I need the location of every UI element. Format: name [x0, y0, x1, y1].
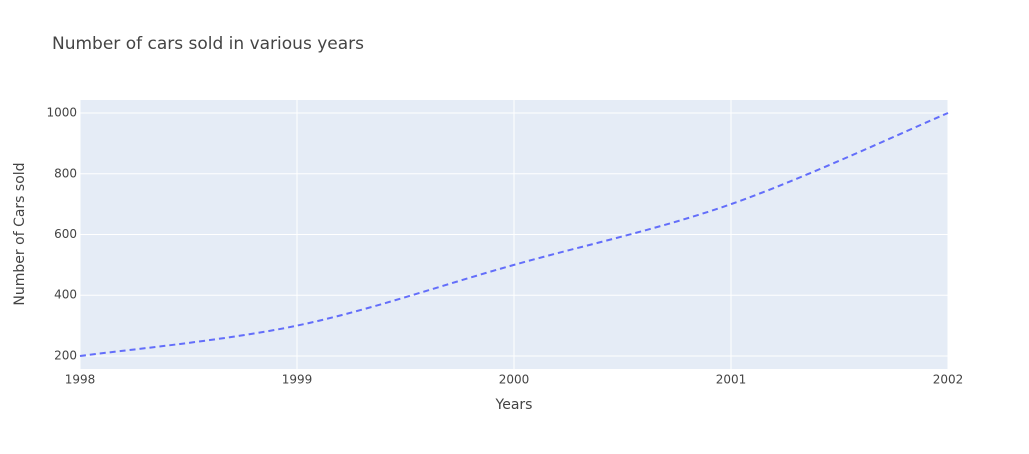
x-tick-label: 1999 [282, 373, 313, 387]
y-tick-label: 600 [54, 227, 77, 241]
y-tick-label: 1000 [46, 106, 77, 120]
x-tick-label: 2002 [933, 373, 964, 387]
y-tick-label: 200 [54, 348, 77, 362]
x-axis-title: Years [495, 397, 533, 413]
y-axis-title: Number of Cars sold [12, 162, 28, 305]
x-tick-label: 1998 [65, 373, 96, 387]
line-series [79, 112, 949, 357]
x-tick-label: 2001 [716, 373, 747, 387]
chart-title: Number of cars sold in various years [52, 34, 364, 54]
y-tick-label: 800 [54, 166, 77, 180]
y-tick-label: 400 [54, 288, 77, 302]
x-tick-label: 2000 [499, 373, 530, 387]
